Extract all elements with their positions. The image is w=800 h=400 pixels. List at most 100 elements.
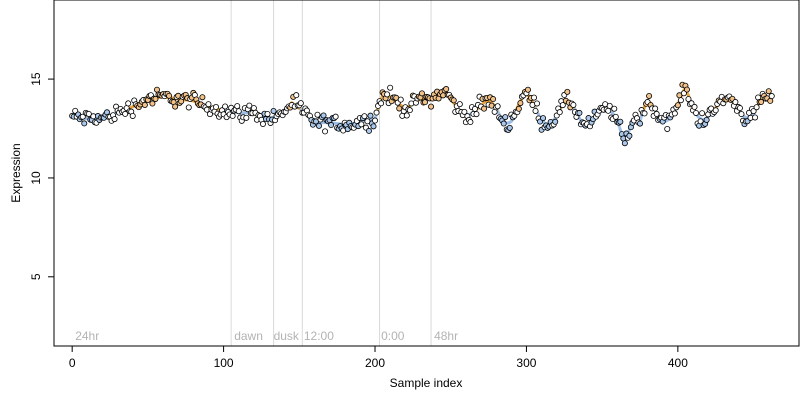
- data-point: [418, 90, 425, 97]
- data-point: [500, 120, 507, 127]
- data-point: [397, 96, 404, 103]
- data-point: [626, 132, 633, 139]
- data-point: [494, 103, 501, 110]
- data-point: [79, 113, 86, 120]
- data-point: [443, 86, 450, 93]
- data-point: [540, 115, 547, 122]
- annotation-label: 24hr: [75, 329, 99, 343]
- x-axis: 0 100 200 300 400: [69, 346, 688, 370]
- data-point: [693, 109, 700, 116]
- data-point: [532, 107, 539, 114]
- data-point: [421, 99, 428, 106]
- data-point: [556, 109, 563, 116]
- data-point: [213, 104, 220, 111]
- annotation-label: dusk: [274, 329, 300, 343]
- data-point: [506, 124, 513, 131]
- data-point: [373, 109, 380, 116]
- data-point: [605, 107, 612, 114]
- annotations: 24hr dawn dusk 12:00 0:00 48hr: [75, 329, 458, 343]
- data-point: [758, 98, 765, 105]
- data-point: [322, 128, 329, 135]
- data-point: [259, 120, 266, 127]
- data-point: [517, 100, 524, 107]
- data-point: [531, 94, 538, 101]
- data-point: [677, 97, 684, 104]
- data-point: [564, 88, 571, 95]
- data-point: [703, 116, 710, 123]
- data-point: [222, 103, 229, 110]
- annotation-label: dawn: [234, 329, 263, 343]
- data-point: [332, 113, 339, 120]
- data-point: [490, 96, 497, 103]
- data-points: [69, 81, 775, 147]
- data-point: [141, 102, 148, 109]
- x-tick-label: 300: [516, 356, 536, 370]
- data-point: [293, 92, 300, 99]
- data-point: [122, 110, 129, 117]
- data-point: [671, 110, 678, 117]
- data-point: [736, 105, 743, 112]
- data-point: [699, 110, 706, 117]
- segment-lines: [230, 0, 432, 346]
- data-point: [765, 88, 772, 95]
- data-point: [691, 103, 698, 110]
- data-point: [361, 113, 368, 120]
- data-point: [768, 93, 775, 100]
- data-point: [606, 102, 613, 109]
- data-point: [152, 95, 159, 102]
- data-point: [461, 108, 468, 115]
- data-point: [450, 97, 457, 104]
- data-point: [646, 92, 653, 99]
- data-point: [467, 119, 474, 126]
- data-point: [229, 112, 236, 119]
- data-point: [502, 114, 509, 121]
- data-point: [712, 107, 719, 114]
- x-tick-label: 100: [214, 356, 234, 370]
- data-point: [387, 84, 394, 91]
- data-point: [270, 107, 277, 114]
- data-point: [637, 120, 644, 127]
- data-point: [396, 105, 403, 112]
- data-point: [653, 110, 660, 117]
- data-point: [125, 100, 132, 107]
- data-point: [185, 104, 192, 111]
- data-point: [621, 140, 628, 147]
- data-point: [767, 97, 774, 104]
- data-point: [85, 110, 92, 117]
- data-point: [246, 102, 253, 109]
- data-point: [428, 103, 435, 110]
- data-point: [524, 86, 531, 93]
- annotation-label: 0:00: [381, 329, 405, 343]
- data-point: [570, 101, 577, 108]
- data-point: [297, 100, 304, 107]
- data-point: [481, 105, 488, 112]
- data-point: [320, 112, 327, 119]
- data-point: [378, 100, 385, 107]
- data-point: [652, 105, 659, 112]
- y-tick-label: 10: [29, 171, 43, 185]
- data-point: [358, 121, 365, 128]
- data-point: [314, 111, 321, 118]
- data-point: [315, 122, 322, 129]
- data-point: [753, 104, 760, 111]
- data-point: [403, 112, 410, 119]
- data-point: [264, 110, 271, 117]
- data-point: [750, 108, 757, 115]
- data-point: [664, 125, 671, 132]
- data-point: [456, 101, 463, 108]
- data-point: [234, 103, 241, 110]
- data-point: [328, 122, 335, 129]
- data-point: [515, 105, 522, 112]
- data-point: [372, 117, 379, 124]
- y-axis-title: Expression: [9, 143, 23, 202]
- y-tick-label: 5: [29, 273, 43, 280]
- annotation-label: 48hr: [434, 329, 458, 343]
- data-point: [243, 114, 250, 121]
- data-point: [406, 107, 413, 114]
- data-point: [674, 102, 681, 109]
- y-axis: 5 10 15: [29, 72, 54, 280]
- y-tick-label: 15: [29, 72, 43, 86]
- data-point: [81, 120, 88, 127]
- data-point: [370, 123, 377, 130]
